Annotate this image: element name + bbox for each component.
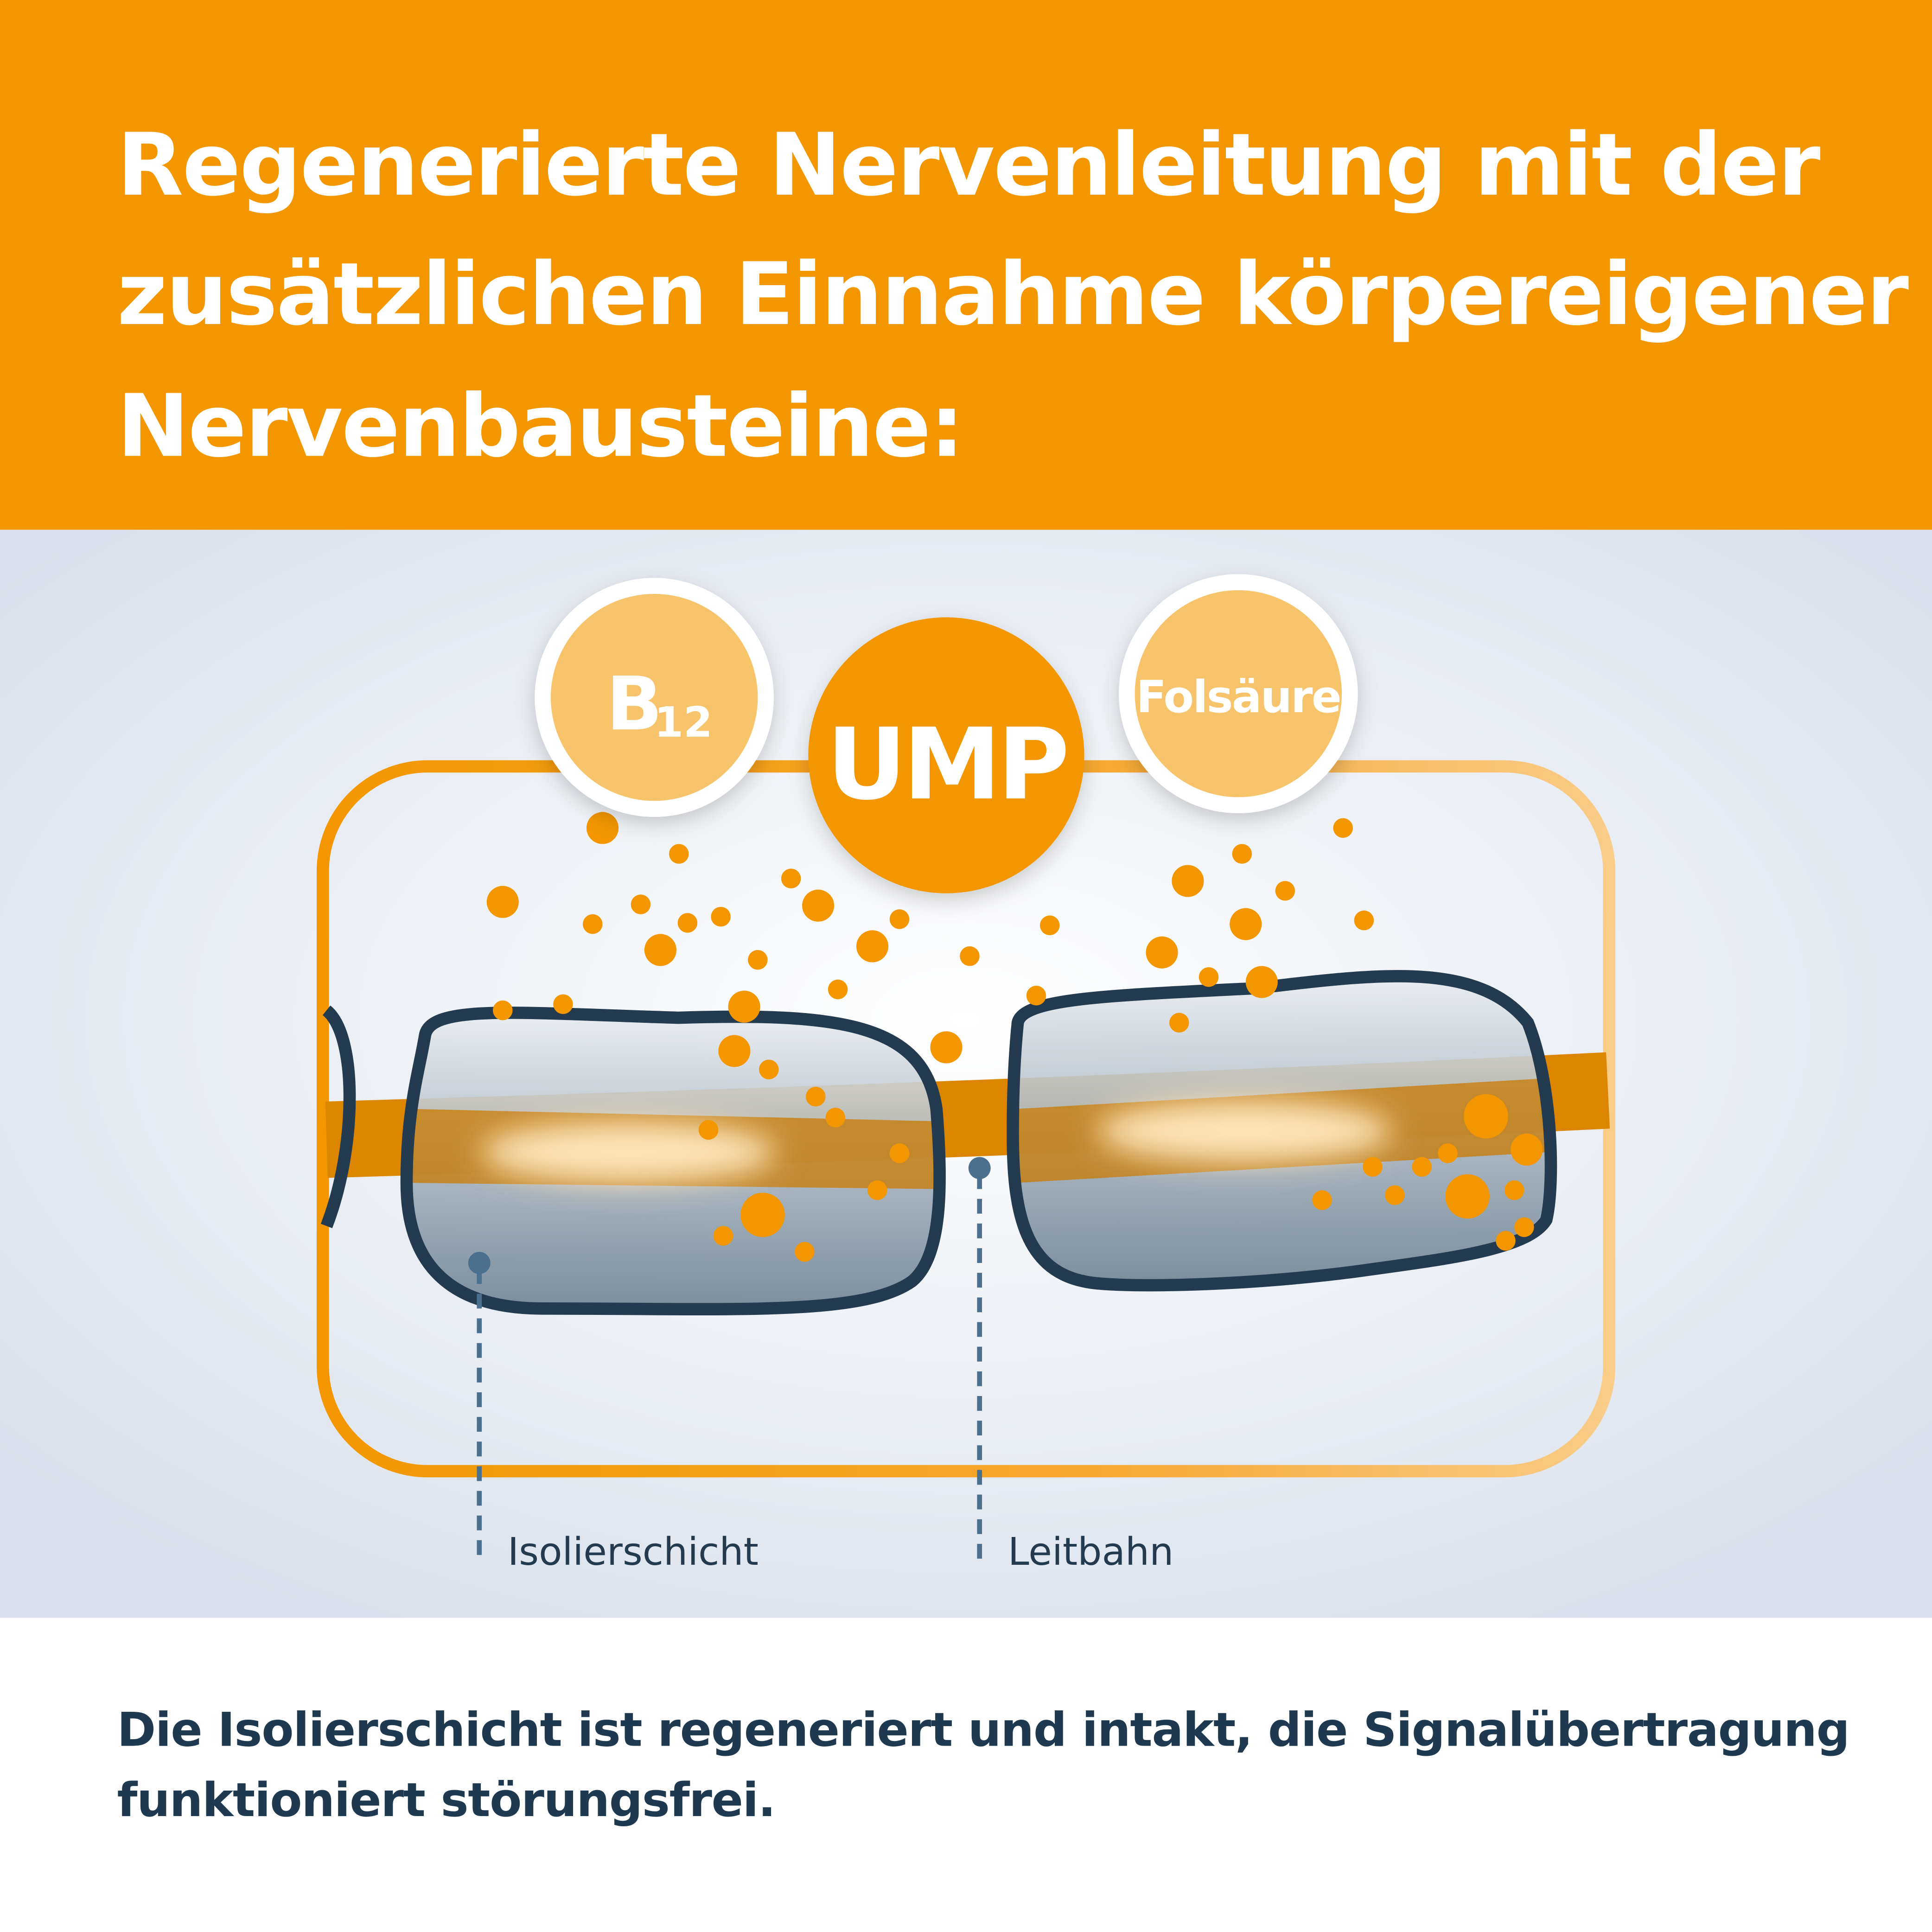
pathway-label: Leitbahn	[1008, 1530, 1174, 1574]
nutrient-particle	[802, 889, 835, 922]
nutrient-particle	[1275, 881, 1295, 901]
nerve-cell-right	[1007, 970, 1557, 1292]
nutrient-particle	[795, 1242, 815, 1262]
ump-badge	[808, 617, 1084, 893]
nutrient-particle	[781, 868, 801, 889]
nutrient-particle	[1245, 966, 1278, 998]
nutrient-particle	[1412, 1157, 1432, 1177]
b12-badge	[535, 578, 774, 817]
title-line-3: Nervenbausteine:	[117, 376, 963, 476]
nutrient-particle	[583, 914, 603, 934]
nutrient-particle	[748, 950, 768, 970]
nutrient-particle	[1514, 1217, 1534, 1237]
nutrient-particle	[930, 1031, 963, 1064]
title-line-1: Regenerierte Nervenleitung mit der	[117, 115, 1820, 215]
nutrient-particle	[1026, 986, 1046, 1006]
nutrient-particle	[1169, 1013, 1189, 1033]
nerve-cell-partial	[320, 1005, 356, 1229]
nutrient-particle	[960, 946, 980, 966]
nutrient-particle	[806, 1086, 826, 1107]
b12-subscript: 12	[654, 698, 713, 747]
nutrient-particle	[711, 906, 731, 927]
nutrient-particle	[631, 894, 651, 914]
nutrient-particle	[1333, 818, 1353, 838]
nutrient-particle	[1199, 967, 1219, 987]
nutrient-particle	[1445, 1174, 1490, 1219]
nutrient-particle	[493, 1000, 513, 1020]
b12-label: B	[606, 661, 663, 747]
nutrient-particle	[713, 1226, 733, 1246]
pathway-marker	[968, 1157, 991, 1562]
nutrient-particle	[1232, 844, 1252, 864]
ump-label: UMP	[827, 708, 1066, 822]
nutrient-particle	[718, 1035, 751, 1067]
nutrient-particle	[1146, 936, 1178, 969]
nutrient-particle	[1230, 908, 1262, 940]
nutrient-particle	[1504, 1180, 1524, 1200]
nutrient-particle	[740, 1192, 785, 1237]
nutrient-particle	[1511, 1133, 1543, 1166]
folsaeure-label: Folsäure	[1136, 671, 1340, 723]
nutrient-particle	[677, 913, 698, 933]
nutrient-particle	[828, 979, 848, 1000]
nutrient-particle	[486, 886, 519, 918]
title-line-2: zusätzlichen Einnahme körpereigener	[117, 244, 1909, 344]
nutrient-particle	[856, 930, 889, 963]
folsaeure-badge	[1119, 574, 1358, 813]
nutrient-particle	[669, 844, 689, 864]
nutrient-particle	[1312, 1190, 1332, 1210]
nutrient-particle	[889, 1143, 910, 1163]
nutrient-particle	[889, 909, 910, 929]
nutrient-particle	[1464, 1094, 1508, 1139]
nutrient-particle	[1039, 915, 1060, 936]
nutrient-particle	[1496, 1231, 1516, 1251]
nutrient-particle	[728, 990, 760, 1023]
insulation-marker	[468, 1252, 491, 1562]
nutrient-particle	[644, 934, 676, 966]
caption-line-2: funktioniert störungsfrei.	[117, 1773, 775, 1827]
nutrient-particle	[1354, 910, 1374, 931]
nutrient-particle	[1385, 1185, 1405, 1205]
nutrient-particle	[1172, 865, 1204, 897]
nutrient-particle	[759, 1059, 779, 1079]
nutrient-particle	[867, 1180, 887, 1200]
caption-line-1: Die Isolierschicht ist regeneriert und i…	[117, 1702, 1849, 1757]
nutrient-particle	[698, 1120, 719, 1140]
nutrient-particles	[486, 812, 1543, 1262]
header-banner	[0, 0, 1932, 530]
insulation-label: Isolierschicht	[508, 1530, 759, 1574]
nutrient-particle	[825, 1108, 846, 1128]
nutrient-particle	[586, 812, 619, 844]
nutrient-particle	[553, 994, 573, 1014]
nutrient-particle	[1438, 1143, 1458, 1163]
nutrient-particle	[1363, 1157, 1383, 1177]
